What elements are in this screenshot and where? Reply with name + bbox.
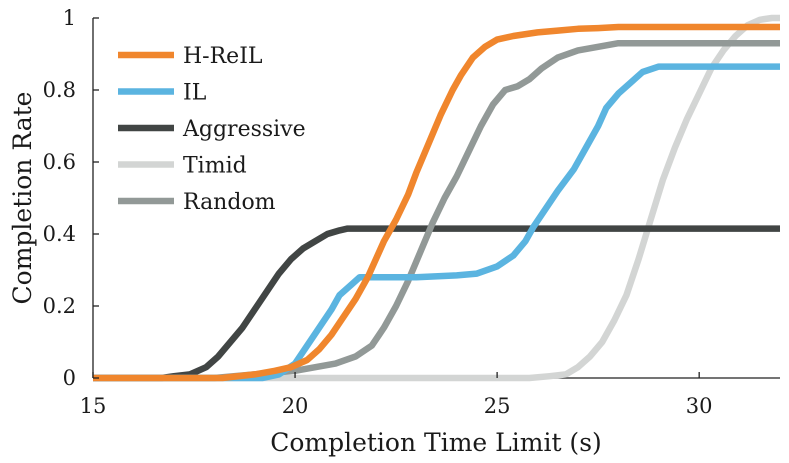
y-axis-ticks: 0 0.2 0.4 0.6 0.8 1: [43, 6, 99, 390]
legend-label-aggressive: Aggressive: [182, 117, 306, 142]
y-tick-label: 0: [63, 366, 76, 390]
x-axis-title: Completion Time Limit (s): [270, 428, 602, 457]
x-axis-ticks: 15 20 25 30: [80, 372, 713, 418]
legend-label-timid: Timid: [183, 154, 247, 179]
legend: H-ReIL IL Aggressive Timid Random: [118, 44, 306, 215]
x-tick-label: 30: [686, 394, 713, 418]
y-axis-title: Completion Rate: [8, 92, 37, 305]
y-tick-label: 0.2: [43, 294, 76, 318]
series-line-aggressive: [93, 225, 780, 382]
series-line-il: [93, 63, 780, 382]
legend-label-il: IL: [183, 81, 207, 106]
series-line-h-reil: [93, 23, 780, 382]
plot-area: [92, 14, 780, 382]
y-tick-label: 0.4: [43, 222, 76, 246]
x-tick-label: 15: [80, 394, 107, 418]
y-tick-label: 0.6: [43, 150, 76, 174]
y-tick-label: 1: [63, 6, 76, 30]
series-line-timid: [93, 14, 780, 382]
legend-label-random: Random: [183, 190, 276, 215]
x-tick-label: 25: [484, 394, 511, 418]
series-line-random: [93, 39, 780, 382]
series-group: [93, 14, 780, 382]
y-tick-label: 0.8: [43, 78, 76, 102]
x-tick-label: 20: [282, 394, 309, 418]
legend-label-h-reil: H-ReIL: [183, 44, 263, 69]
